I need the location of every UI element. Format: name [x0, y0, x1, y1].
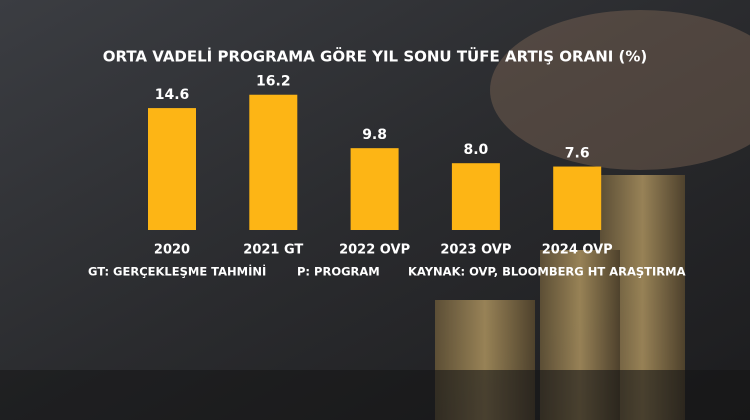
- value-label: 7.6: [565, 146, 590, 162]
- bar: [350, 148, 399, 230]
- value-label: 8.0: [463, 142, 488, 158]
- bar: [451, 163, 500, 230]
- background-decoration: [0, 10, 750, 420]
- x-tick-label: 2021 GT: [243, 243, 303, 258]
- x-tick-label: 2020: [154, 243, 190, 258]
- bar: [553, 166, 602, 230]
- value-label: 14.6: [155, 87, 190, 103]
- value-label: 16.2: [256, 74, 291, 90]
- chart-title: ORTA VADELİ PROGRAMA GÖRE YIL SONU TÜFE …: [103, 47, 648, 66]
- value-label: 9.8: [362, 127, 387, 143]
- note: P: PROGRAM: [297, 265, 380, 279]
- note: KAYNAK: OVP, BLOOMBERG HT ARAŞTIRMA: [408, 265, 686, 279]
- x-tick-label: 2024 OVP: [542, 243, 613, 258]
- bar: [148, 108, 196, 230]
- bar: [249, 94, 298, 230]
- x-tick-label: 2023 OVP: [440, 243, 511, 258]
- x-tick-label: 2022 OVP: [339, 243, 410, 258]
- note: GT: GERÇEKLEŞME TAHMİNİ: [88, 264, 266, 279]
